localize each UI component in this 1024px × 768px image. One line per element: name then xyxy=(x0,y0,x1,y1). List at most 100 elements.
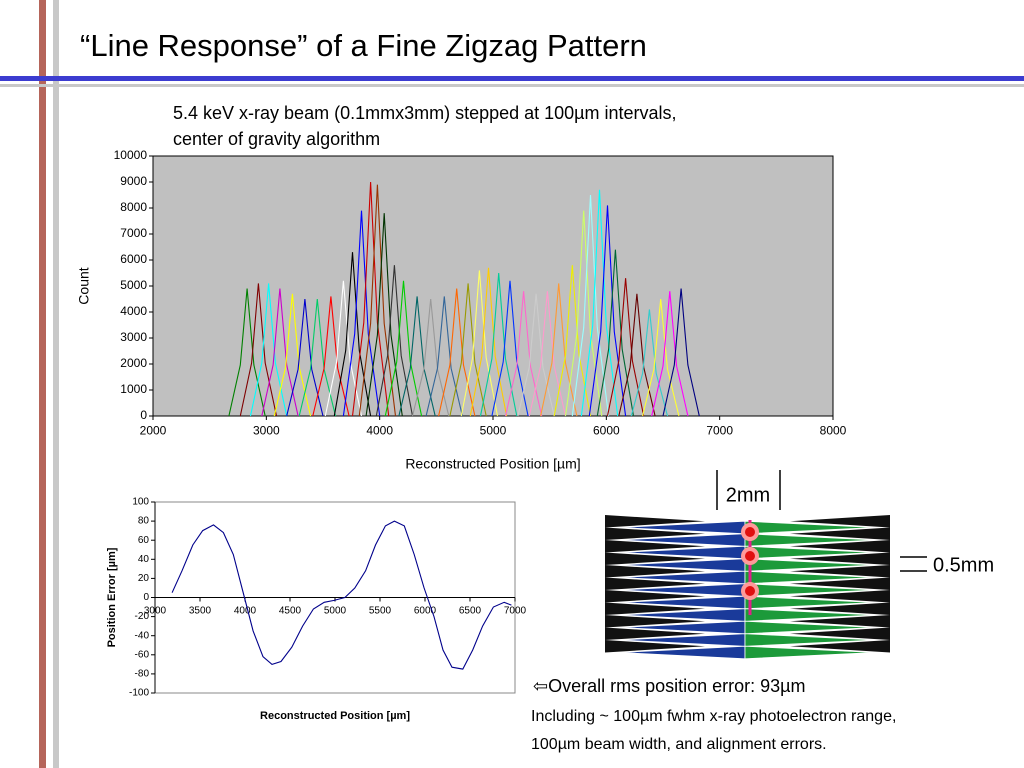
x-tick-label: 4000 xyxy=(234,606,257,617)
dim-label: 2mm xyxy=(726,484,770,506)
x-tick-label: 5500 xyxy=(369,606,392,617)
x-tick-label: 2000 xyxy=(140,423,167,437)
x-tick-label: 3000 xyxy=(144,606,167,617)
plot-area xyxy=(152,155,834,417)
x-tick-label: 7000 xyxy=(706,423,733,437)
y-tick-label: 8000 xyxy=(120,200,147,214)
data-line xyxy=(273,293,312,417)
spike xyxy=(790,540,890,553)
y-tick-label: 10000 xyxy=(114,148,148,162)
zigzag-diagram xyxy=(605,515,890,660)
spike xyxy=(790,602,890,615)
spike xyxy=(790,590,890,603)
hit xyxy=(745,586,755,596)
y-tick-label: 40 xyxy=(138,554,150,565)
slide-title: “Line Response” of a Fine Zigzag Pattern xyxy=(80,28,647,63)
hit xyxy=(745,527,755,537)
note: ⇦Overall rms position error: 93µm xyxy=(533,676,806,696)
spike xyxy=(605,640,705,653)
x-tick-label: 5000 xyxy=(480,423,507,437)
data-line xyxy=(239,283,278,417)
x-tick-label: 6500 xyxy=(459,606,482,617)
y-tick-label: 2000 xyxy=(120,356,147,370)
data-line xyxy=(630,309,669,417)
spike xyxy=(790,552,890,565)
data-line xyxy=(171,520,512,670)
spike xyxy=(790,565,890,578)
spike xyxy=(605,565,705,578)
y-tick-label: 60 xyxy=(138,535,150,546)
x-tick-label: 6000 xyxy=(414,606,437,617)
y-tick-label: -40 xyxy=(135,630,150,641)
note: 100µm beam width, and alignment errors. xyxy=(531,736,827,753)
data-line xyxy=(365,213,403,417)
data-line xyxy=(642,298,680,417)
spike xyxy=(790,527,890,540)
x-tick-label: 7000 xyxy=(504,606,527,617)
data-line xyxy=(540,283,578,417)
data-line xyxy=(333,252,372,417)
data-line xyxy=(479,272,518,417)
y-tick-label: 9000 xyxy=(120,174,147,188)
y-tick-label: 80 xyxy=(138,516,150,527)
data-line xyxy=(342,210,381,417)
y-tick-label: 5000 xyxy=(120,278,147,292)
spike xyxy=(790,615,890,628)
y-tick-label: 20 xyxy=(138,573,150,584)
x-tick-label: 5000 xyxy=(324,606,347,617)
spike xyxy=(605,615,705,628)
spike xyxy=(790,577,890,590)
data-line xyxy=(249,283,288,417)
x-tick-label: 3500 xyxy=(189,606,212,617)
spike xyxy=(744,608,876,622)
data-line xyxy=(298,298,337,417)
y-tick-label: 4000 xyxy=(120,304,147,318)
data-line xyxy=(553,265,592,417)
data-line xyxy=(571,194,610,417)
spike xyxy=(605,577,705,590)
data-line xyxy=(411,298,450,417)
subtitle: 5.4 keV x-ray beam (0.1mmx3mm) stepped a… xyxy=(173,103,677,123)
y-tick-label: 0 xyxy=(143,592,149,603)
data-line xyxy=(384,280,423,417)
x-tick-label: 4000 xyxy=(366,423,393,437)
data-line xyxy=(491,280,529,417)
data-line xyxy=(469,267,508,417)
data-line xyxy=(449,283,487,417)
hit xyxy=(745,551,755,561)
y-tick-label: 6000 xyxy=(120,252,147,266)
data-line xyxy=(504,291,543,417)
data-line xyxy=(324,280,363,417)
data-line xyxy=(312,296,350,417)
spike xyxy=(744,570,876,585)
spike xyxy=(605,540,705,553)
x-tick-label: 4500 xyxy=(279,606,302,617)
data-line xyxy=(375,265,414,417)
data-line xyxy=(460,270,499,417)
subtitle: center of gravity algorithm xyxy=(173,129,380,149)
spike xyxy=(790,627,890,640)
y-tick-label: -100 xyxy=(129,688,149,699)
spike xyxy=(744,633,876,647)
data-line xyxy=(651,291,689,417)
y-tick-label: 7000 xyxy=(120,226,147,240)
data-line xyxy=(425,296,463,417)
spike xyxy=(744,595,876,610)
y-tick-label: 100 xyxy=(132,497,149,508)
data-line xyxy=(351,181,390,417)
spike xyxy=(605,552,705,565)
data-line xyxy=(564,210,603,417)
data-line xyxy=(662,288,700,417)
data-line xyxy=(286,298,324,417)
dim-label: 0.5mm xyxy=(933,554,994,576)
data-line xyxy=(596,249,635,417)
spike xyxy=(605,602,705,615)
y-tick-label: -80 xyxy=(135,669,150,680)
y-tick-label: -20 xyxy=(135,611,150,622)
y-axis-label: Position Error [µm] xyxy=(106,547,118,647)
data-line xyxy=(588,205,627,417)
data-line xyxy=(517,293,555,417)
deco-line xyxy=(0,76,1024,81)
y-tick-label: 1000 xyxy=(120,382,147,396)
x-axis-label: Reconstructed Position [µm] xyxy=(260,710,410,722)
